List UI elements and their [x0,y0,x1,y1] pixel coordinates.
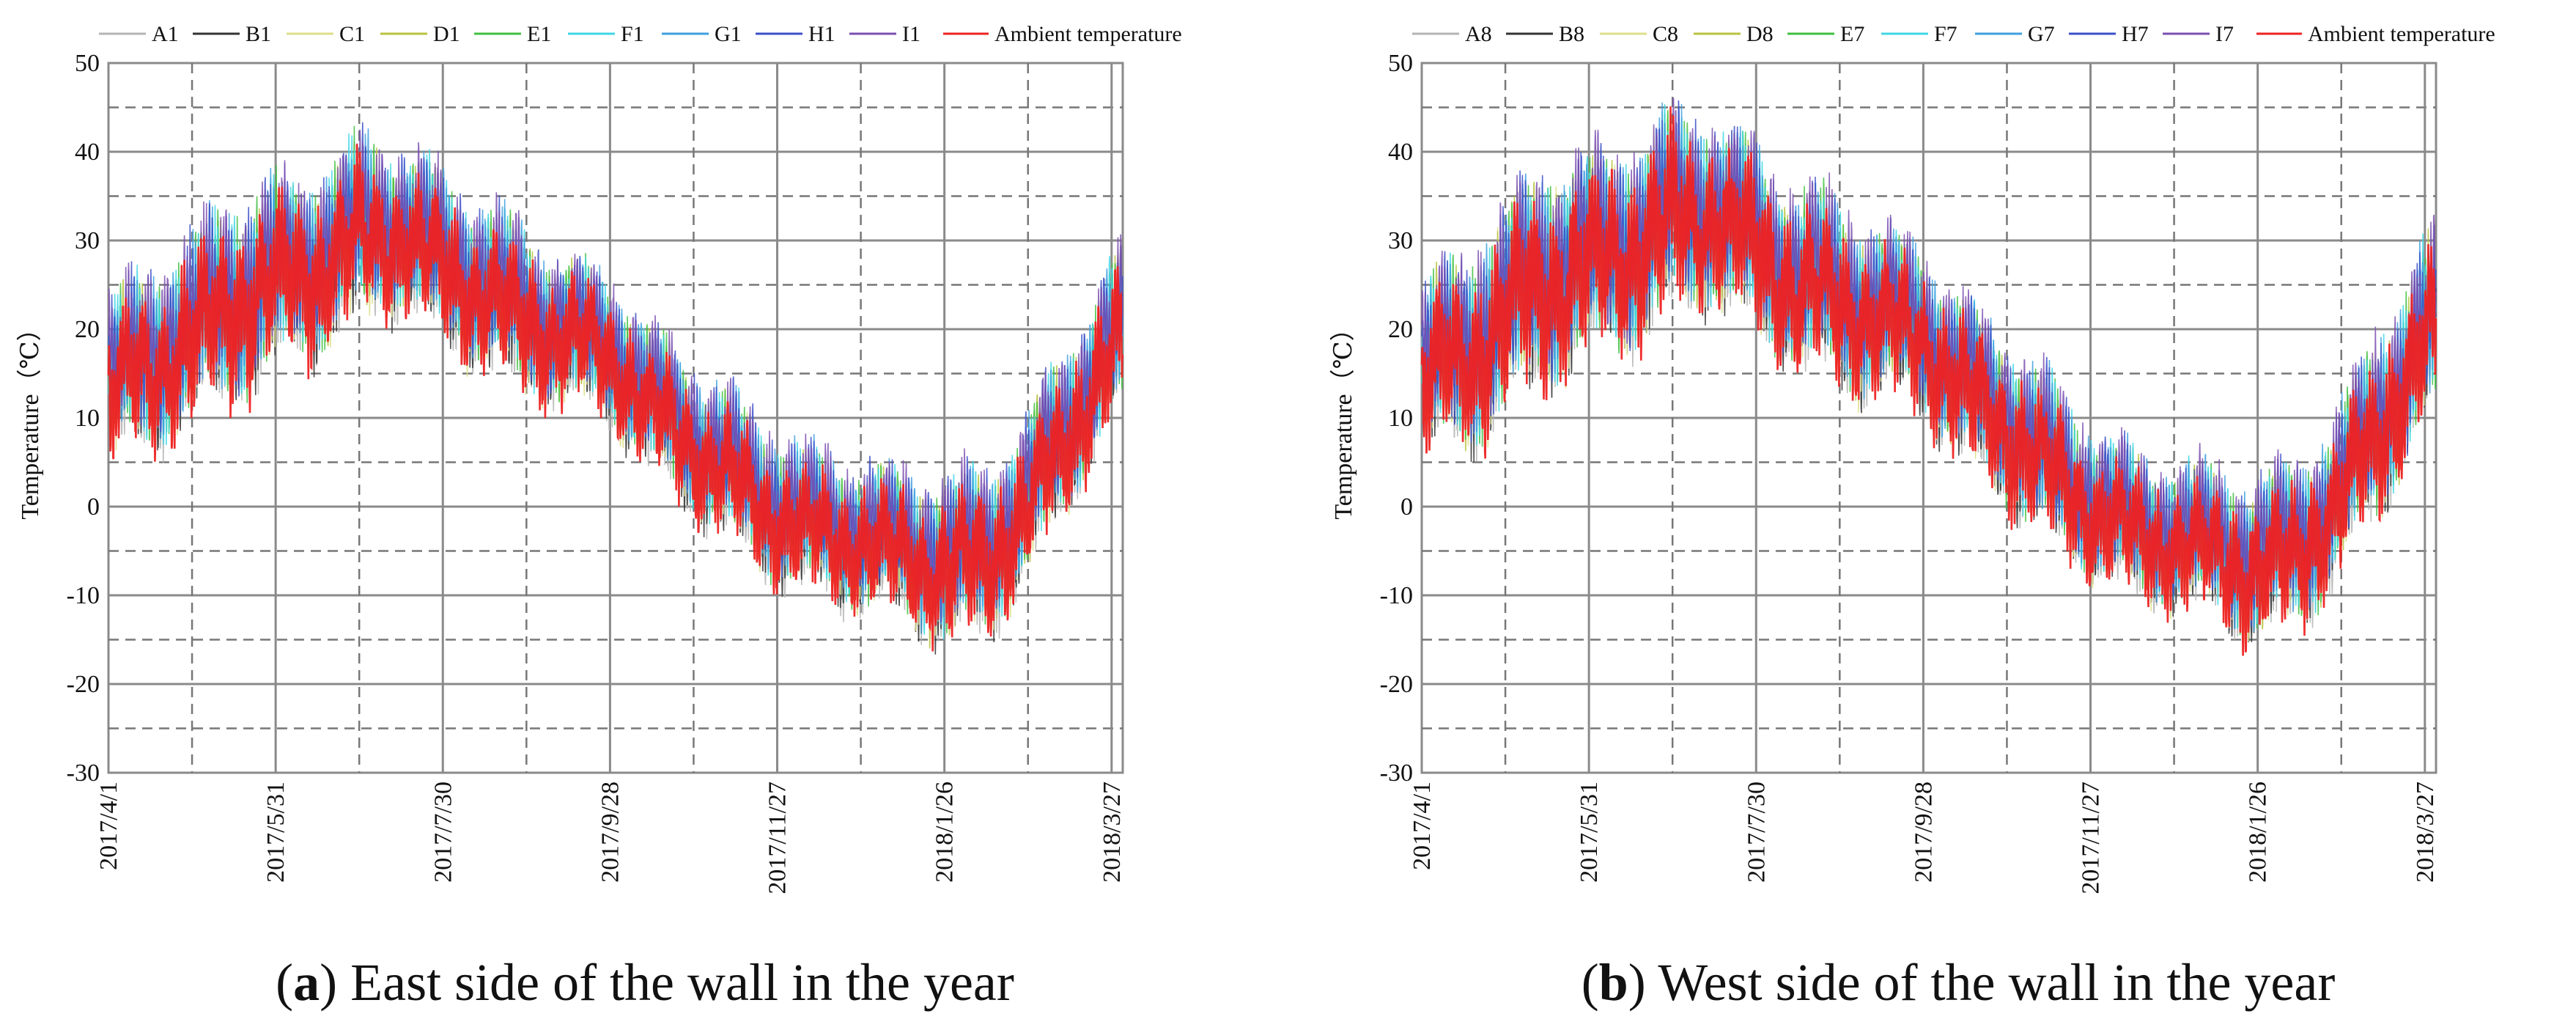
legend-label: G1 [715,22,742,46]
caption-text: ) West side of the wall in the year [1628,953,2336,1012]
x-tick-label: 2017/5/31 [262,782,289,883]
legend-label: A1 [152,22,179,46]
x-tick-label: 2017/4/1 [95,782,122,870]
legend-label: A8 [1465,22,1492,46]
y-tick-label: -20 [67,671,100,698]
y-tick-label: 40 [1388,139,1413,166]
legend-label: I7 [2215,22,2234,46]
legend-label: E1 [527,22,551,46]
y-tick-label: -30 [67,760,100,787]
figure-caption: (b) West side of the wall in the year [1582,953,2336,1012]
series-line-ambient-temperature [1420,106,2437,656]
legend-label: G7 [2028,22,2055,46]
x-tick-label: 2017/7/30 [1743,782,1770,883]
figure-caption: (a) East side of the wall in the year [276,953,1014,1012]
y-tick-label: 20 [75,316,100,343]
legend-label: Ambient temperature [994,22,1182,46]
caption-open-paren: ( [276,953,293,1012]
x-tick-label: 2017/5/31 [1576,782,1603,883]
legend: A8 B8 C8 D8 E7 F7 G7 H7 I7 Ambient temperature [1412,22,2495,46]
x-tick-label: 2017/7/30 [429,782,457,883]
panel-b: -30 -20 -10 0 10 20 30 40 50 Temperature（℃） 2017/4… [1313,0,2576,1033]
legend-label: C1 [339,22,365,46]
legend-label: B8 [1559,22,1584,46]
chart-east-side: -30 -20 -10 0 10 20 30 40 50 Temperature（℃） 2017/4… [16,22,1182,1012]
y-tick-label: 50 [1388,50,1413,77]
y-axis-label: Temperature（℃） [16,316,44,519]
y-axis-label: Temperature（℃） [1329,316,1357,519]
x-tick-label: 2017/9/28 [597,782,624,883]
y-tick-label: 0 [87,493,100,521]
caption-letter: a [293,953,320,1012]
x-tick-label: 2017/9/28 [1910,782,1937,883]
series-line-i7 [1421,98,2437,629]
y-tick-label: 10 [75,405,100,432]
y-tick-label: -30 [1380,760,1413,787]
y-tick-label: 30 [75,227,100,254]
y-tick-label: 10 [1388,405,1413,432]
x-tick-label: 2018/3/27 [1099,782,1126,883]
legend-label: D1 [433,22,460,46]
y-tick-label: 0 [1400,493,1413,521]
chart-west-side: -30 -20 -10 0 10 20 30 40 50 Temperature（℃） 2017/4… [1329,22,2495,1012]
legend-label: H1 [808,22,835,46]
x-tick-label: 2018/1/26 [2245,782,2272,883]
series-line-ambient-temperature [107,144,1124,652]
legend-label: Ambient temperature [2308,22,2495,46]
legend-label: H7 [2122,22,2149,46]
panel-a: -30 -20 -10 0 10 20 30 40 50 Temperature（℃） 2017/4… [16,22,1182,1012]
caption-letter: b [1599,953,1628,1012]
y-tick-label: -10 [67,582,100,609]
legend-label: E7 [1840,22,1864,46]
legend-label: C8 [1653,22,1678,46]
x-tick-label: 2018/1/26 [931,782,959,883]
caption-text: ) East side of the wall in the year [320,953,1014,1012]
x-tick-label: 2017/11/27 [764,782,791,894]
legend-label: F7 [1934,22,1957,46]
legend-label: B1 [246,22,271,46]
caption-open-paren: ( [1582,953,1599,1012]
x-tick-label: 2017/4/1 [1409,782,1436,870]
y-tick-label: 20 [1388,316,1413,343]
y-tick-label: -20 [1380,671,1413,698]
legend-label: F1 [621,22,644,46]
y-tick-label: 40 [75,139,100,166]
legend-label: D8 [1746,22,1774,46]
y-tick-label: 50 [75,50,100,77]
x-tick-label: 2018/3/27 [2412,782,2439,883]
legend-label: I1 [902,22,920,46]
x-tick-label: 2017/11/27 [2078,782,2105,894]
y-tick-label: -10 [1380,582,1413,609]
y-tick-label: 30 [1388,227,1413,254]
legend: A1 B1 C1 D1 E1 F1 G1 H1 I1 Ambient temperature [99,22,1182,46]
